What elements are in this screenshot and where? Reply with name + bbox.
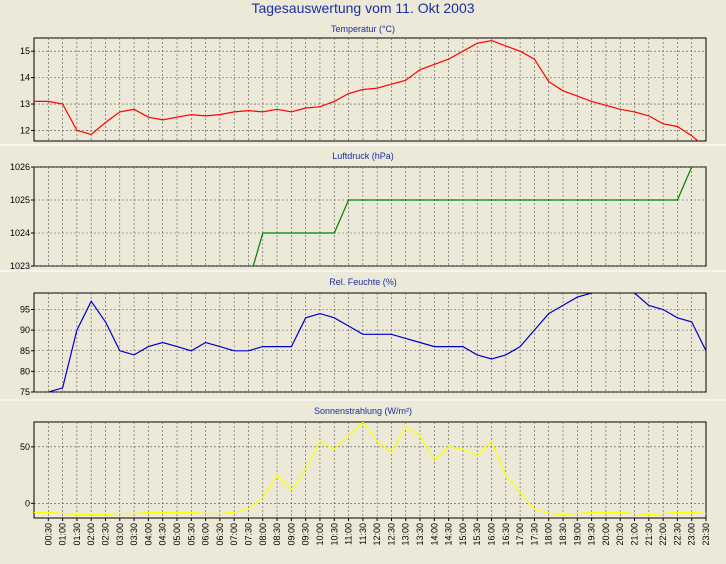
y-tick-label: 95 [20,305,30,315]
x-tick-label: 02:30 [101,523,111,546]
x-tick-label: 09:00 [286,523,296,546]
grid-vertical-temperature [47,38,693,141]
y-tick-label: 50 [20,442,30,452]
x-tick-label: 02:00 [86,523,96,546]
plot-area-temperature [33,37,707,142]
x-tick-label: 15:00 [458,523,468,546]
plot-area-humidity [33,292,707,393]
series-line-pressure [252,167,706,266]
x-tick-label: 16:30 [501,523,511,546]
x-tick-label: 22:00 [658,523,668,546]
plot-area-pressure [33,166,707,267]
panel-temperature: Temperatur (°C) 12 13 14 15 [20,24,707,142]
panel-humidity: Rel. Feuchte (%) 75 80 85 90 95 [0,270,726,397]
x-tick-label: 15:30 [472,523,482,546]
x-tick-label: 06:30 [215,523,225,546]
x-tick-label: 05:00 [172,523,182,546]
x-tick-label: 22:30 [672,523,682,546]
panel-pressure: Luftdruck (hPa) 1023 1024 1025 1026 [0,144,726,271]
x-tick-label: 18:00 [544,523,554,546]
y-tick-label: 1023 [10,261,30,271]
y-tick-label: 13 [20,99,30,109]
series-line-humidity [47,293,706,392]
y-tick-label: 1025 [10,195,30,205]
x-tick-label: 17:00 [515,523,525,546]
series-line-radiation [34,422,706,516]
plot-area-radiation [33,421,707,519]
page-title: Tagesauswertung vom 11. Okt 2003 [251,0,475,16]
x-tick-label: 23:00 [687,523,697,546]
x-tick-label: 08:30 [272,523,282,546]
x-tick-label: 13:30 [415,523,425,546]
x-tick-label: 11:00 [344,523,354,545]
x-tick-label: 06:00 [201,523,211,546]
panel-title-humidity: Rel. Feuchte (%) [329,277,397,287]
x-tick-label: 17:30 [529,523,539,546]
x-tick-label: 12:30 [386,523,396,546]
x-tick-label: 01:00 [58,523,68,546]
x-tick-label: 04:30 [158,523,168,546]
x-tick-label: 13:00 [401,523,411,546]
y-tick-label: 75 [20,387,30,397]
y-tick-label: 14 [20,73,30,83]
x-tick-label: 16:00 [487,523,497,546]
x-tick-label: 23:30 [701,523,711,546]
panel-radiation: Sonnenstrahlung (W/m²) 0 50 [0,399,726,519]
y-tick-label: 15 [20,46,30,56]
x-tick-label: 07:30 [244,523,254,546]
x-tick-label: 03:30 [129,523,139,546]
x-tick-label: 00:30 [43,523,53,546]
y-tick-label: 12 [20,125,30,135]
x-tick-label: 10:00 [315,523,325,546]
y-tick-label: 0 [25,498,30,508]
x-tick-label: 12:00 [372,523,382,546]
grid-vertical-pressure [47,167,693,266]
series-line-temperature [34,39,700,141]
x-tick-label: 07:00 [229,523,239,546]
x-tick-label: 01:30 [72,523,82,546]
x-tick-label: 21:30 [644,523,654,546]
panel-title-pressure: Luftdruck (hPa) [332,151,394,161]
x-tick-label: 14:30 [444,523,454,546]
y-tick-label: 85 [20,346,30,356]
y-tick-label: 80 [20,366,30,376]
panel-title-radiation: Sonnenstrahlung (W/m²) [314,406,412,416]
x-tick-label: 20:00 [601,523,611,546]
y-tick-label: 1026 [10,162,30,172]
x-tick-label: 05:30 [186,523,196,546]
x-tick-label: 18:30 [558,523,568,546]
x-tick-label: 20:30 [615,523,625,546]
x-tick-label: 19:30 [587,523,597,546]
x-tick-label: 08:00 [258,523,268,546]
x-tick-label: 21:00 [630,523,640,546]
y-tick-label: 1024 [10,228,30,238]
x-axis: 00:30 01:00 01:30 02:00 02:30 03:00 03:30 04:00… [43,518,711,546]
x-tick-label: 04:00 [143,523,153,546]
x-tick-label: 19:00 [572,523,582,546]
x-tick-label: 14:00 [429,523,439,546]
x-tick-label: 11:30 [358,523,368,545]
x-tick-label: 09:30 [301,523,311,546]
x-tick-label: 03:00 [115,523,125,546]
x-tick-label: 10:30 [329,523,339,546]
grid-vertical-radiation [47,422,693,518]
panel-title-temperature: Temperatur (°C) [331,24,395,34]
y-tick-label: 90 [20,325,30,335]
